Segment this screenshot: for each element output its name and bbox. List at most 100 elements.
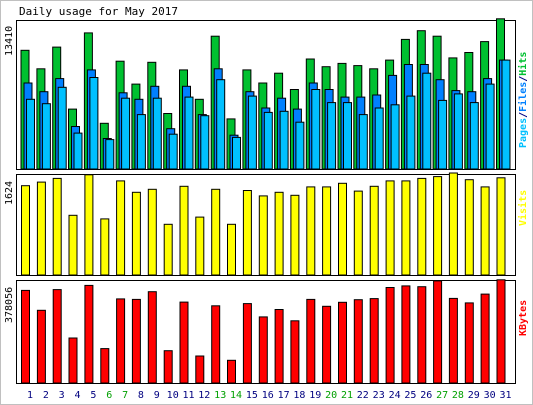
visits-bar [480, 186, 490, 276]
kbytes-bar [227, 359, 236, 384]
visits-bar [179, 185, 189, 276]
visits-bar [131, 191, 141, 276]
x-axis-day-label: 23 [373, 390, 385, 401]
kbytes-bar [417, 286, 427, 384]
pages-bar [168, 133, 178, 170]
pages-bar [89, 77, 99, 170]
pages-bar [374, 107, 384, 170]
visits-max-label: 1624 [4, 181, 15, 205]
visits-bar [195, 216, 205, 276]
legend-segment: Files [517, 82, 529, 112]
kbytes-bar [338, 301, 347, 384]
visits-bar [464, 179, 474, 276]
x-axis-day-label: 3 [59, 390, 65, 401]
kbytes-bar [52, 289, 62, 384]
legend-segment: / [518, 112, 529, 118]
visits-bar [227, 223, 236, 276]
pages-bar [438, 99, 448, 170]
x-axis-day-label: 30 [484, 390, 496, 401]
kbytes-bar [163, 350, 173, 384]
x-axis-day-label: 1 [27, 390, 33, 401]
x-axis-day-label: 20 [325, 390, 337, 401]
visits-bar [290, 194, 300, 276]
pages-bar [343, 102, 352, 170]
visits-bar [385, 180, 395, 276]
visits-bar [100, 218, 110, 276]
visits-bar [36, 181, 46, 276]
visits-bar [322, 186, 332, 276]
x-axis-day-label: 17 [278, 390, 290, 401]
pages-bar [469, 102, 479, 170]
kbytes-bar [385, 287, 395, 384]
pages-bar [453, 93, 463, 170]
pages-bar [152, 97, 162, 170]
pages-bar [295, 121, 305, 170]
kbytes-panel-legend: KBytes [518, 300, 529, 336]
pages-bar [247, 95, 257, 170]
x-axis-day-label: 19 [309, 390, 321, 401]
visits-bar [496, 177, 506, 276]
kbytes-bar [369, 298, 379, 384]
kbytes-bar [306, 298, 316, 384]
pages-bar [406, 95, 416, 170]
x-axis-day-label: 29 [468, 390, 480, 401]
pages-bar [73, 132, 83, 170]
visits-bar [84, 174, 94, 276]
visits-bar [163, 223, 173, 276]
kbytes-bar [433, 280, 443, 384]
pages-bar [311, 89, 321, 170]
x-axis-day-label: 9 [154, 390, 160, 401]
kbytes-bar [401, 285, 411, 384]
pages-bar [422, 72, 432, 170]
legend-segment: Hits [517, 52, 529, 76]
pages-bar [136, 114, 146, 170]
pages-bar [232, 136, 241, 170]
kbytes-bar [464, 302, 474, 384]
kbytes-bar [147, 291, 157, 384]
pages-bar [41, 103, 51, 170]
x-axis-day-label: 22 [357, 390, 369, 401]
chart-title: Daily usage for May 2017 [19, 5, 178, 18]
pages-bar [105, 139, 115, 170]
visits-bar [211, 188, 221, 276]
pages-bar [216, 79, 226, 170]
kbytes-bar [116, 298, 126, 384]
kbytes-bar [179, 301, 189, 384]
pages-bar [485, 83, 495, 170]
visits-bar [147, 188, 157, 276]
pages-bar [200, 115, 210, 170]
legend-segment: Pages [518, 118, 529, 148]
hits-max-label: 13410 [4, 26, 15, 56]
x-axis-day-label: 16 [262, 390, 274, 401]
kbytes-bar [353, 299, 363, 384]
x-axis-day-label: 21 [341, 390, 353, 401]
kbytes-bar [84, 284, 94, 384]
legend-segment: / [518, 76, 529, 82]
x-axis-day-label: 6 [106, 390, 112, 401]
x-axis-day-label: 12 [198, 390, 210, 401]
kbytes-bar [21, 289, 30, 384]
visits-bar [242, 190, 252, 276]
x-axis-day-label: 26 [420, 390, 432, 401]
visits-panel-legend: Visits [517, 190, 529, 226]
pages-bar [121, 97, 131, 170]
kbytes-bar [36, 309, 46, 384]
legend-segment: KBytes [518, 300, 529, 336]
pages-bar [184, 96, 194, 170]
hits-panel-legend: Pages/Files/Hits [517, 52, 529, 148]
visits-bar [417, 177, 427, 276]
legend-segment: Visits [517, 190, 529, 226]
visits-bar [52, 177, 62, 276]
visits-bar [68, 214, 78, 276]
visits-bar [353, 190, 363, 276]
x-axis-day-label: 10 [167, 390, 179, 401]
pages-bar [358, 114, 368, 170]
x-axis-day-label: 25 [404, 390, 416, 401]
x-axis-day-label: 18 [293, 390, 305, 401]
pages-bar [263, 111, 273, 170]
pages-bar [327, 102, 337, 170]
visits-bar [21, 185, 30, 276]
kbytes-bar [290, 320, 300, 384]
visits-bar [448, 172, 458, 276]
